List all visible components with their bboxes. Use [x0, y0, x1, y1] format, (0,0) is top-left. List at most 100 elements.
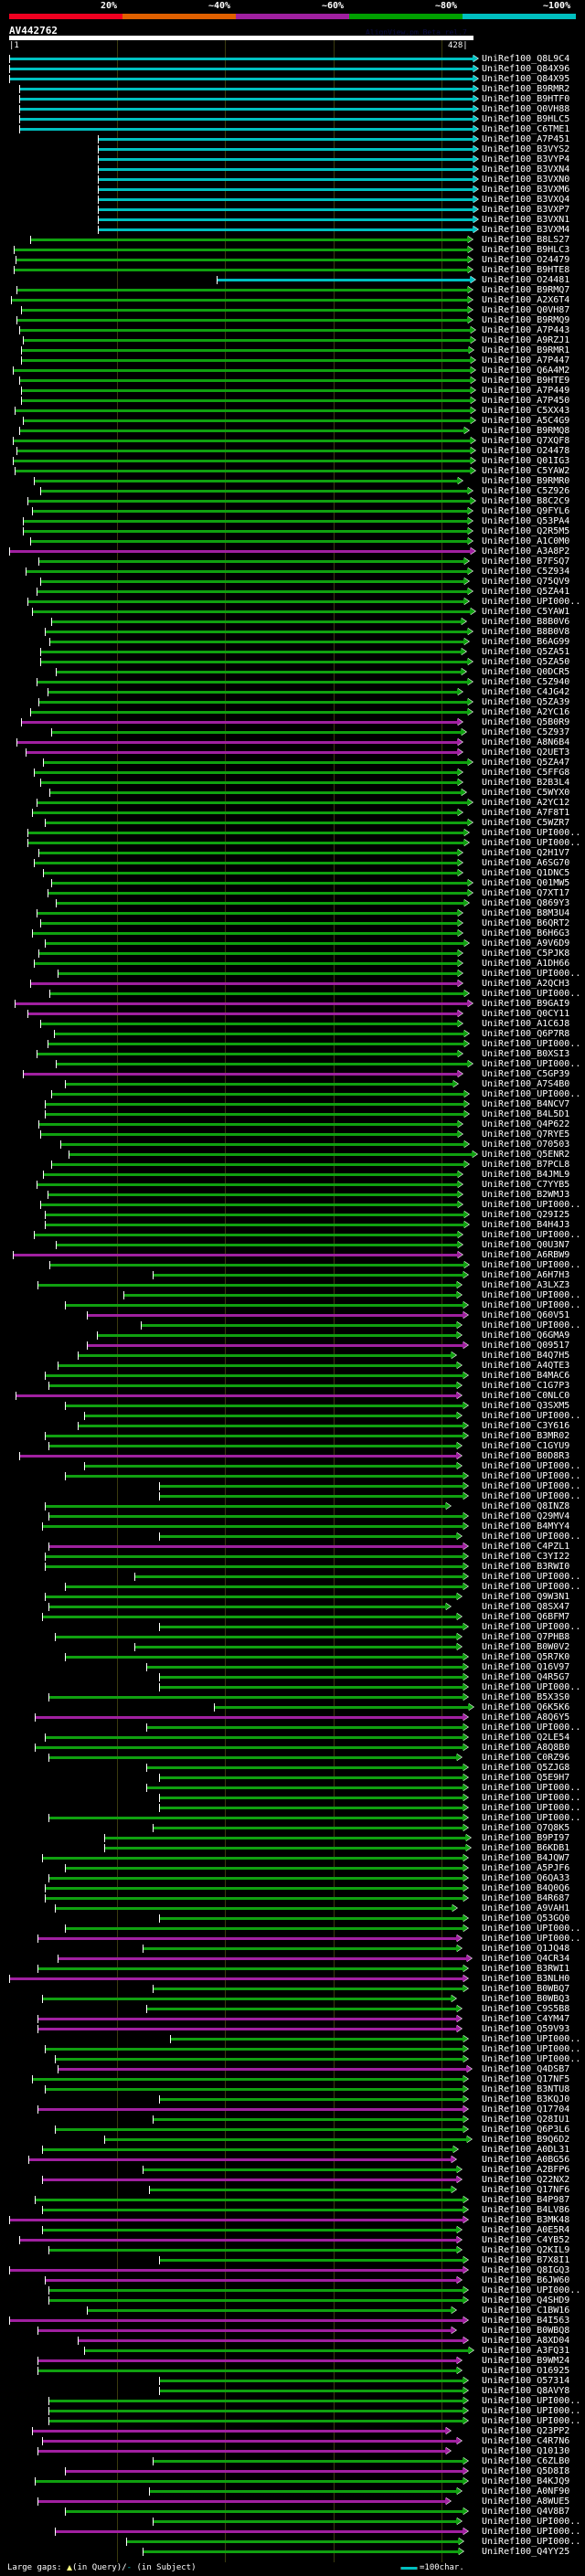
alignment-bar[interactable] — [31, 931, 458, 935]
hit-label[interactable]: UniRef100_UPI000.. — [482, 1470, 581, 1481]
hit-label[interactable]: UniRef100_B9Q6D2 — [482, 2134, 570, 2145]
hit-row[interactable]: UniRef100_A3FQ31 — [0, 2346, 585, 2356]
hit-label[interactable]: UniRef100_Q2H1V7 — [482, 847, 570, 858]
hit-label[interactable]: UniRef100_Q84X96 — [482, 63, 570, 74]
alignment-bar[interactable] — [97, 1333, 457, 1337]
hit-row[interactable]: UniRef100_B3NTU8 — [0, 2084, 585, 2094]
hit-label[interactable]: UniRef100_Q1JQ48 — [482, 1943, 570, 1954]
alignment-bar[interactable] — [48, 1695, 463, 1699]
hit-label[interactable]: UniRef100_A0DL31 — [482, 2144, 570, 2155]
hit-row[interactable]: UniRef100_UPI000.. — [0, 1461, 585, 1471]
hit-label[interactable]: UniRef100_B3VXM6 — [482, 184, 570, 195]
alignment-bar[interactable] — [9, 2318, 463, 2322]
hit-row[interactable]: UniRef100_UPI000.. — [0, 1320, 585, 1330]
hit-row[interactable]: UniRef100_A6H7H3 — [0, 1270, 585, 1280]
hit-label[interactable]: UniRef100_C0NLC0 — [482, 1390, 570, 1401]
hit-row[interactable]: UniRef100_UPI000.. — [0, 1230, 585, 1240]
hit-label[interactable]: UniRef100_Q869Y3 — [482, 897, 570, 908]
alignment-bar[interactable] — [38, 700, 467, 704]
hit-row[interactable]: UniRef100_Q6QA33 — [0, 1873, 585, 1883]
alignment-bar[interactable] — [214, 1705, 469, 1709]
alignment-bar[interactable] — [56, 1243, 458, 1246]
alignment-bar[interactable] — [152, 1987, 463, 1990]
hit-row[interactable]: UniRef100_B6H6G3 — [0, 928, 585, 938]
alignment-bar[interactable] — [38, 1122, 458, 1126]
hit-row[interactable]: UniRef100_UPI000.. — [0, 1471, 585, 1481]
hit-row[interactable]: UniRef100_B3VXQ4 — [0, 195, 585, 205]
hit-label[interactable]: UniRef100_Q53PA4 — [482, 515, 570, 526]
hit-row[interactable]: UniRef100_Q6A4M2 — [0, 366, 585, 376]
alignment-bar[interactable] — [145, 1725, 463, 1729]
hit-row[interactable]: UniRef100_Q29I25 — [0, 1210, 585, 1220]
hit-label[interactable]: UniRef100_C4YM47 — [482, 2013, 570, 2024]
alignment-bar[interactable] — [41, 2439, 457, 2443]
alignment-bar[interactable] — [158, 1685, 463, 1689]
hit-row[interactable]: UniRef100_B0WBQ8 — [0, 2326, 585, 2336]
hit-row[interactable]: UniRef100_UPI000.. — [0, 828, 585, 838]
hit-label[interactable]: UniRef100_Q4SHD9 — [482, 2295, 570, 2306]
hit-row[interactable]: UniRef100_UPI000.. — [0, 2517, 585, 2527]
hit-row[interactable]: UniRef100_Q5ZA47 — [0, 758, 585, 768]
hit-label[interactable]: UniRef100_O57314 — [482, 2375, 570, 2386]
hit-label[interactable]: UniRef100_UPI000.. — [482, 1722, 581, 1733]
hit-row[interactable]: UniRef100_UPI000.. — [0, 2054, 585, 2064]
alignment-bar[interactable] — [64, 1474, 463, 1478]
hit-label[interactable]: UniRef100_B9GAI9 — [482, 998, 570, 1009]
hit-label[interactable]: UniRef100_A3FQ31 — [482, 2345, 570, 2356]
hit-row[interactable]: UniRef100_Q4CR34 — [0, 1954, 585, 1964]
alignment-bar[interactable] — [158, 2097, 463, 2101]
hit-label[interactable]: UniRef100_A9V6D9 — [482, 938, 570, 949]
hit-label[interactable]: UniRef100_Q29MV4 — [482, 1511, 570, 1521]
alignment-bar[interactable] — [34, 1233, 458, 1236]
hit-label[interactable]: UniRef100_B4P987 — [482, 2194, 570, 2205]
hit-row[interactable]: UniRef100_Q5ZA39 — [0, 697, 585, 707]
hit-label[interactable]: UniRef100_A2YC12 — [482, 797, 570, 808]
alignment-bar[interactable] — [48, 1263, 464, 1267]
hit-row[interactable]: UniRef100_Q75QV9 — [0, 577, 585, 587]
hit-label[interactable]: UniRef100_B3VXQ4 — [482, 194, 570, 205]
alignment-bar[interactable] — [37, 1936, 457, 1940]
hit-label[interactable]: UniRef100_A7P447 — [482, 355, 570, 366]
hit-row[interactable]: UniRef100_B4KJQ9 — [0, 2476, 585, 2486]
alignment-bar[interactable] — [21, 398, 471, 402]
hit-label[interactable]: UniRef100_Q6QA33 — [482, 1872, 570, 1883]
hit-row[interactable]: UniRef100_Q4V8B7 — [0, 2507, 585, 2517]
alignment-bar[interactable] — [34, 479, 458, 482]
hit-row[interactable]: UniRef100_UPI000.. — [0, 2406, 585, 2416]
hit-label[interactable]: UniRef100_Q84X95 — [482, 73, 570, 84]
alignment-bar[interactable] — [18, 328, 471, 332]
hit-label[interactable]: UniRef100_B8M3U4 — [482, 907, 570, 918]
hit-row[interactable]: UniRef100_UPI000.. — [0, 1059, 585, 1069]
alignment-bar[interactable] — [45, 1373, 463, 1377]
hit-row[interactable]: UniRef100_C5WYX0 — [0, 788, 585, 798]
hit-row[interactable]: UniRef100_Q01IG3 — [0, 456, 585, 466]
hit-row[interactable]: UniRef100_B4JQW7 — [0, 1853, 585, 1863]
hit-row[interactable]: UniRef100_Q2UET3 — [0, 747, 585, 758]
alignment-bar[interactable] — [37, 2369, 457, 2372]
hit-label[interactable]: UniRef100_UPI000.. — [482, 1571, 581, 1582]
hit-label[interactable]: UniRef100_C4PZL1 — [482, 1541, 570, 1552]
hit-label[interactable]: UniRef100_B3RWI1 — [482, 1963, 570, 1974]
alignment-bar[interactable] — [87, 1343, 463, 1347]
alignment-bar[interactable] — [45, 1886, 463, 1890]
hit-row[interactable]: UniRef100_B3NLH0 — [0, 1974, 585, 1984]
alignment-bar[interactable] — [42, 1172, 458, 1176]
hit-label[interactable]: UniRef100_B9RMQ8 — [482, 425, 570, 436]
alignment-bar[interactable] — [152, 2519, 457, 2523]
hit-label[interactable]: UniRef100_O24479 — [482, 254, 570, 265]
hit-label[interactable]: UniRef100_Q29I25 — [482, 1209, 570, 1220]
alignment-bar[interactable] — [53, 1032, 464, 1035]
hit-row[interactable]: UniRef100_Q8IGQ3 — [0, 2265, 585, 2275]
hit-label[interactable]: UniRef100_UPI000.. — [482, 2053, 581, 2064]
hit-row[interactable]: UniRef100_O24479 — [0, 255, 585, 265]
hit-label[interactable]: UniRef100_B3VXN1 — [482, 214, 570, 225]
alignment-bar[interactable] — [42, 760, 467, 764]
alignment-bar[interactable] — [83, 2348, 469, 2352]
hit-row[interactable]: UniRef100_A8XD04 — [0, 2336, 585, 2346]
alignment-bar[interactable] — [54, 2529, 463, 2533]
hit-row[interactable]: UniRef100_Q2R5M5 — [0, 526, 585, 536]
hit-label[interactable]: UniRef100_B7X8I1 — [482, 2254, 570, 2265]
alignment-bar[interactable] — [48, 2399, 463, 2402]
hit-label[interactable]: UniRef100_A8Q6Y5 — [482, 1712, 570, 1723]
alignment-bar[interactable] — [133, 1645, 457, 1648]
